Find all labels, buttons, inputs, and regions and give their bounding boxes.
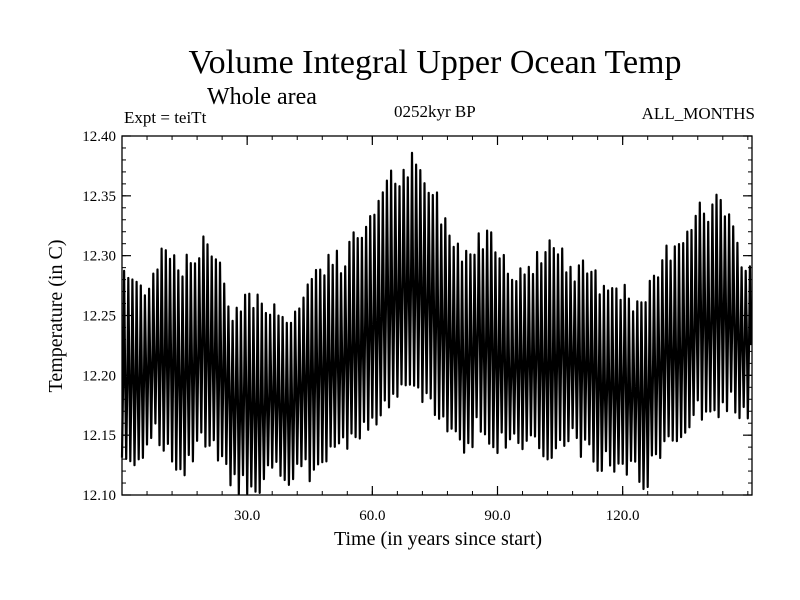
period-label: 0252kyr BP [394, 102, 476, 121]
x-axis-title: Time (in years since start) [334, 528, 542, 550]
x-tick-label: 90.0 [484, 508, 510, 524]
x-tick-label: 30.0 [234, 508, 260, 524]
y-tick-label: 12.40 [82, 129, 116, 145]
chart-subtitle: Whole area [207, 84, 317, 110]
experiment-label: Expt = teiTt [124, 108, 207, 127]
plot-frame [121, 135, 753, 496]
x-tick-label: 120.0 [606, 508, 640, 524]
y-tick-label: 12.30 [82, 249, 116, 265]
y-axis-title: Temperature (in C) [45, 240, 67, 393]
series-line-monthly-temperature [120, 151, 753, 496]
tick-layer: 12.10 12.15 12.20 12.25 12.30 12.35 12.40 30.0 6… [82, 129, 752, 524]
data-layer [120, 151, 753, 496]
y-tick-label: 12.35 [82, 189, 116, 205]
y-tick-label: 12.15 [82, 428, 116, 444]
months-label: ALL_MONTHS [641, 104, 755, 123]
x-tick-label: 60.0 [359, 508, 385, 524]
y-tick-label: 12.25 [82, 309, 116, 325]
y-tick-label: 12.20 [82, 368, 116, 384]
y-tick-label: 12.10 [82, 488, 116, 504]
chart-title: Volume Integral Upper Ocean Temp [188, 44, 682, 81]
